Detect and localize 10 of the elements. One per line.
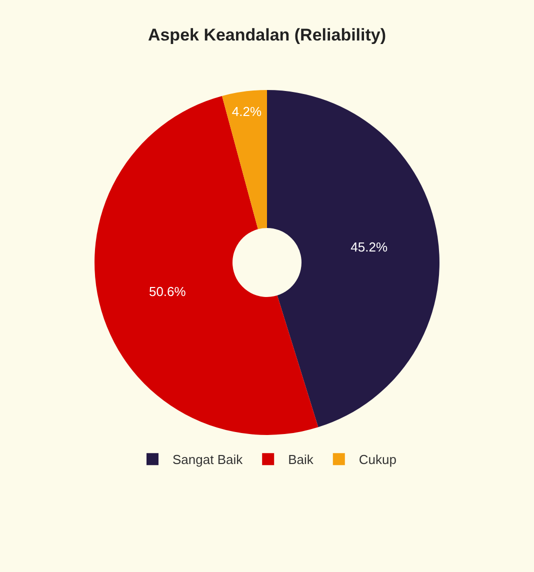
legend-label: Sangat Baik	[172, 452, 244, 468]
chart-title: Aspek Keandalan (Reliability)	[148, 26, 386, 44]
legend-label: Cukup	[358, 452, 396, 468]
data-label: 45.2%	[350, 239, 388, 254]
data-label: 50.6%	[148, 284, 186, 299]
legend-label: Baik	[288, 452, 314, 468]
donut-slice	[267, 90, 440, 428]
donut-slice	[94, 96, 318, 435]
data-label: 4.2%	[232, 104, 262, 119]
donut-slice	[222, 90, 267, 230]
